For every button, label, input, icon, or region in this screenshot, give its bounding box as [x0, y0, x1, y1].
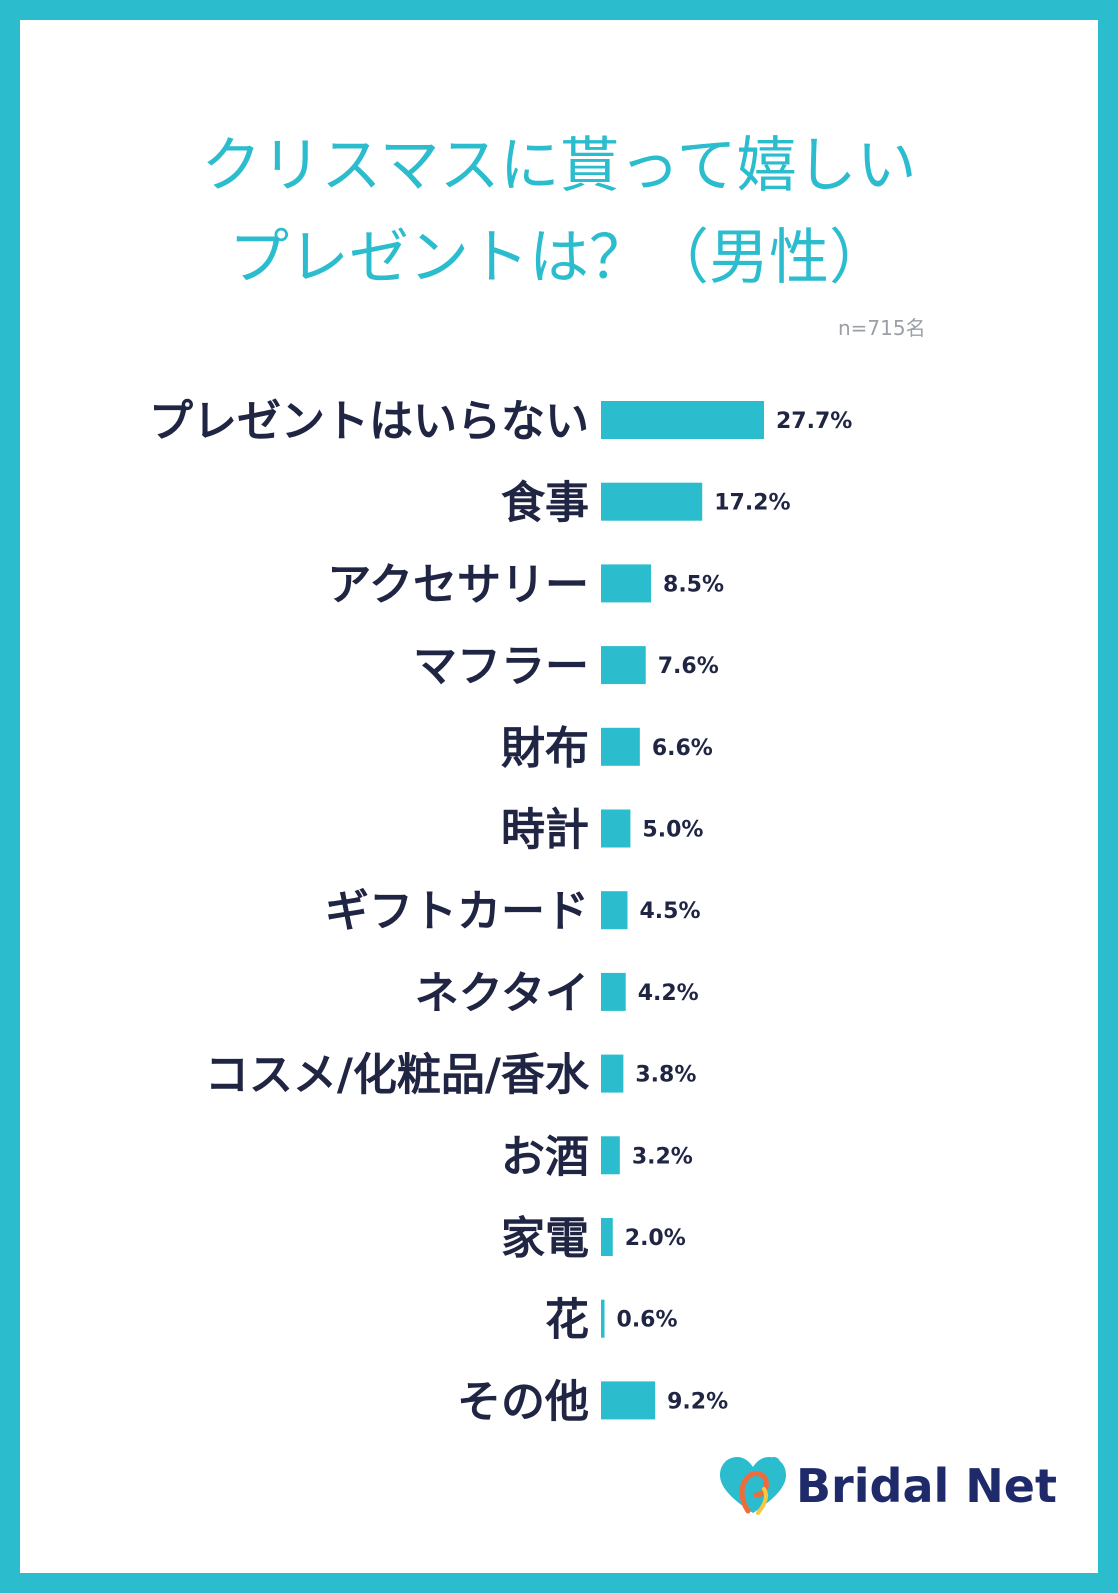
value-label: 5.0% [642, 818, 703, 843]
bar [601, 1054, 624, 1093]
title-line-2: プレゼントは？（男性） [229, 223, 889, 293]
value-label: 0.6% [617, 1308, 678, 1333]
bar [601, 972, 626, 1011]
value-label: 9.2% [667, 1389, 728, 1414]
value-label: 7.6% [658, 654, 719, 679]
category-label: ネクタイ [415, 968, 589, 1019]
bar [601, 646, 646, 685]
bar [601, 1381, 656, 1420]
bar [601, 1218, 613, 1256]
category-label: 家電 [501, 1213, 589, 1264]
category-label: アクセサリー [327, 559, 589, 610]
bar [601, 564, 652, 603]
value-label: 2.0% [625, 1226, 686, 1251]
bar [601, 809, 631, 848]
value-label: 27.7% [776, 409, 852, 434]
category-label: ギフトカード [325, 886, 589, 937]
category-label: 花 [545, 1295, 589, 1346]
value-label: 8.5% [663, 572, 724, 597]
bar [601, 891, 628, 930]
bar [601, 1299, 605, 1338]
sample-size-label: n=715名 [838, 316, 926, 340]
brand-name: Bridal Net [796, 1459, 1057, 1513]
bar [601, 1136, 620, 1175]
category-label: マフラー [413, 641, 589, 692]
bar [601, 401, 764, 439]
category-label: 食事 [501, 478, 589, 529]
chart-title: クリスマスに貰って嬉しい プレゼントは？（男性） [20, 120, 1098, 304]
category-label: プレゼントはいらない [149, 396, 589, 447]
bar [601, 727, 640, 766]
brand-logo: Bridal Net [718, 1455, 1058, 1519]
value-label: 4.2% [638, 981, 699, 1006]
bar [601, 482, 703, 521]
value-label: 3.2% [632, 1144, 693, 1169]
category-label: お酒 [501, 1131, 589, 1182]
title-line-1: クリスマスに貰って嬉しい [201, 131, 917, 201]
category-label: コスメ/化粧品/香水 [205, 1050, 590, 1101]
category-label: 時計 [501, 805, 589, 856]
heart-logo-icon [720, 1457, 786, 1515]
category-label: 財布 [501, 723, 589, 774]
value-label: 3.8% [635, 1063, 696, 1088]
category-label: その他 [457, 1376, 589, 1427]
chart-card: クリスマスに貰って嬉しい プレゼントは？（男性） n=715名 [20, 20, 1098, 1573]
value-label: 6.6% [652, 736, 713, 761]
value-label: 4.5% [639, 899, 700, 924]
value-label: 17.2% [714, 491, 790, 516]
